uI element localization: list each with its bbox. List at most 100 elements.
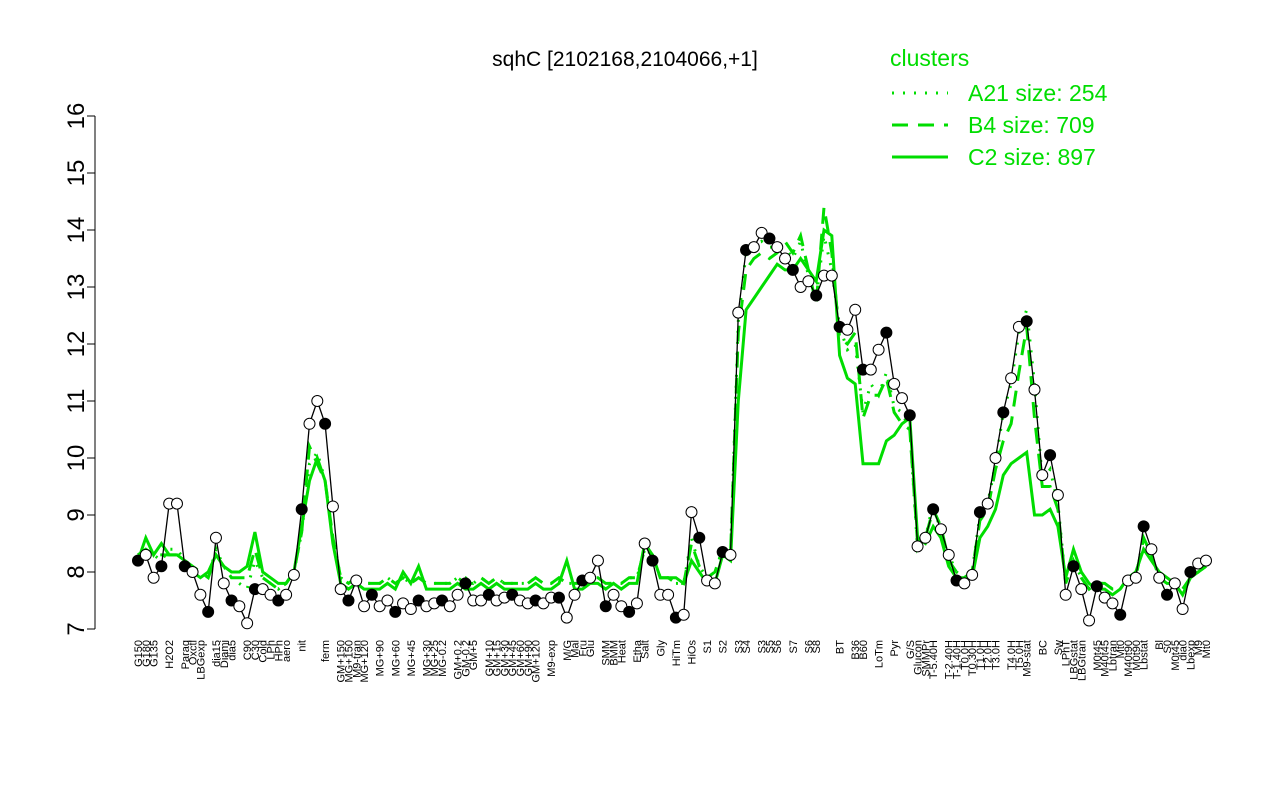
- y-tick-label: 7: [63, 622, 90, 635]
- x-tick-label: S6: [803, 640, 815, 653]
- data-point: [186, 566, 199, 578]
- y-tick-label: 10: [63, 445, 90, 472]
- x-tick-label: MG+150: [343, 640, 355, 683]
- legend-title: clusters: [890, 45, 969, 71]
- x-tick-label: GM+0.2: [453, 640, 465, 679]
- x-tick-label: Mt0: [1201, 640, 1213, 658]
- x-tick-label: MG+30: [421, 640, 433, 676]
- x-tick-label: Oxctl: [188, 640, 200, 665]
- data-point: [1184, 566, 1197, 578]
- x-tick-label: S0: [1162, 640, 1174, 653]
- data-point: [459, 577, 472, 590]
- x-tick-label: M0t45: [1092, 640, 1104, 671]
- data-point: [560, 611, 573, 624]
- x-tick-label: Bl: [1154, 640, 1166, 650]
- x-tick-label: HPh: [273, 640, 285, 661]
- data-point: [170, 497, 183, 510]
- x-tick-label: M0t90: [1131, 640, 1143, 671]
- data-point: [1044, 449, 1057, 462]
- y-tick-label: 13: [63, 274, 90, 301]
- data-point: [217, 577, 230, 590]
- x-tick-label: GM+30: [499, 640, 511, 676]
- x-tick-label: T-5.40H: [928, 640, 940, 679]
- data-point: [677, 608, 690, 621]
- x-tick-label: MG+120: [359, 640, 371, 683]
- data-point: [771, 241, 784, 254]
- x-tick-label: LPh: [266, 640, 278, 660]
- x-tick-label: C30: [250, 640, 262, 660]
- x-tick-label: SMM: [601, 640, 613, 666]
- x-tick-label: Mal: [570, 640, 582, 658]
- data-point: [287, 568, 300, 581]
- x-tick-label: Gly: [655, 640, 667, 657]
- x-tick-label: T4.0H: [1006, 640, 1018, 670]
- data-point: [326, 500, 339, 513]
- x-tick-label: Lbtran: [1107, 640, 1119, 671]
- x-tick-label: nit: [297, 640, 309, 652]
- data-point: [1145, 543, 1158, 556]
- x-tick-label: G135: [149, 640, 161, 667]
- x-tick-label: S8: [811, 640, 823, 653]
- data-point: [1129, 571, 1142, 584]
- data-point: [194, 588, 207, 601]
- data-point: [638, 537, 651, 550]
- data-point: [1083, 614, 1096, 627]
- data-point: [942, 548, 955, 561]
- x-tick-label: M0t45: [1170, 640, 1182, 671]
- x-tick-label: M9-stat: [1022, 640, 1034, 677]
- data-point: [919, 531, 932, 544]
- x-tick-label: T0.30H: [967, 640, 979, 676]
- x-tick-label: Salt: [640, 640, 652, 659]
- legend-label: A21 size: 254: [968, 80, 1108, 106]
- x-tick-label: S3: [733, 640, 745, 653]
- data-point: [584, 571, 597, 584]
- x-tick-label: BT: [835, 640, 847, 654]
- data-point: [1200, 554, 1212, 567]
- x-tick-label: BMM: [609, 640, 621, 666]
- data-point: [927, 503, 940, 516]
- x-tick-label: LBGtran: [1076, 640, 1088, 681]
- x-tick-label: T-1.40H: [952, 640, 964, 679]
- x-tick-label: T3.0H: [991, 640, 1003, 670]
- data-point: [552, 591, 565, 604]
- x-tick-label: BC: [1037, 640, 1049, 655]
- data-point: [1051, 489, 1064, 502]
- data-point: [1090, 580, 1103, 593]
- x-tick-label: GM+45: [507, 640, 519, 676]
- data-point: [1067, 560, 1080, 573]
- x-tick-label: T1.0H: [975, 640, 987, 670]
- data-point: [732, 306, 745, 319]
- x-tick-label: B36: [850, 640, 862, 660]
- data-point: [693, 531, 706, 544]
- x-tick-label: ferm: [320, 640, 332, 662]
- cluster-line: [136, 227, 1207, 598]
- data-point: [1020, 315, 1033, 328]
- data-point: [685, 506, 698, 519]
- x-tick-label: Mt0: [1115, 640, 1127, 658]
- x-tick-label: M9-tran: [351, 640, 363, 678]
- x-tick-label: MG+60: [390, 640, 402, 676]
- x-tick-label: Lbstat: [1139, 640, 1151, 670]
- x-tick-label: GM+90: [523, 640, 535, 676]
- data-point: [241, 617, 254, 630]
- data-point: [147, 571, 160, 584]
- x-tick-label: Fru: [577, 640, 589, 657]
- y-tick-label: 12: [63, 331, 90, 358]
- data-point: [895, 392, 908, 405]
- x-tick-label: S3: [757, 640, 769, 653]
- data-point: [334, 583, 347, 596]
- y-tick-label: 16: [63, 103, 90, 130]
- data-point: [1153, 571, 1166, 584]
- data-point: [662, 588, 675, 601]
- data-point: [1114, 608, 1127, 621]
- x-tick-label: LBGstat: [1068, 640, 1080, 680]
- x-tick-label: T2.0H: [983, 640, 995, 670]
- x-tick-label: M40t45: [1100, 640, 1112, 677]
- data-point: [630, 597, 643, 610]
- x-tick-label: M40t90: [1123, 640, 1135, 677]
- data-point: [1106, 597, 1119, 610]
- data-point: [295, 503, 308, 516]
- data-point: [155, 560, 168, 573]
- x-tick-label: GM+150: [336, 640, 348, 683]
